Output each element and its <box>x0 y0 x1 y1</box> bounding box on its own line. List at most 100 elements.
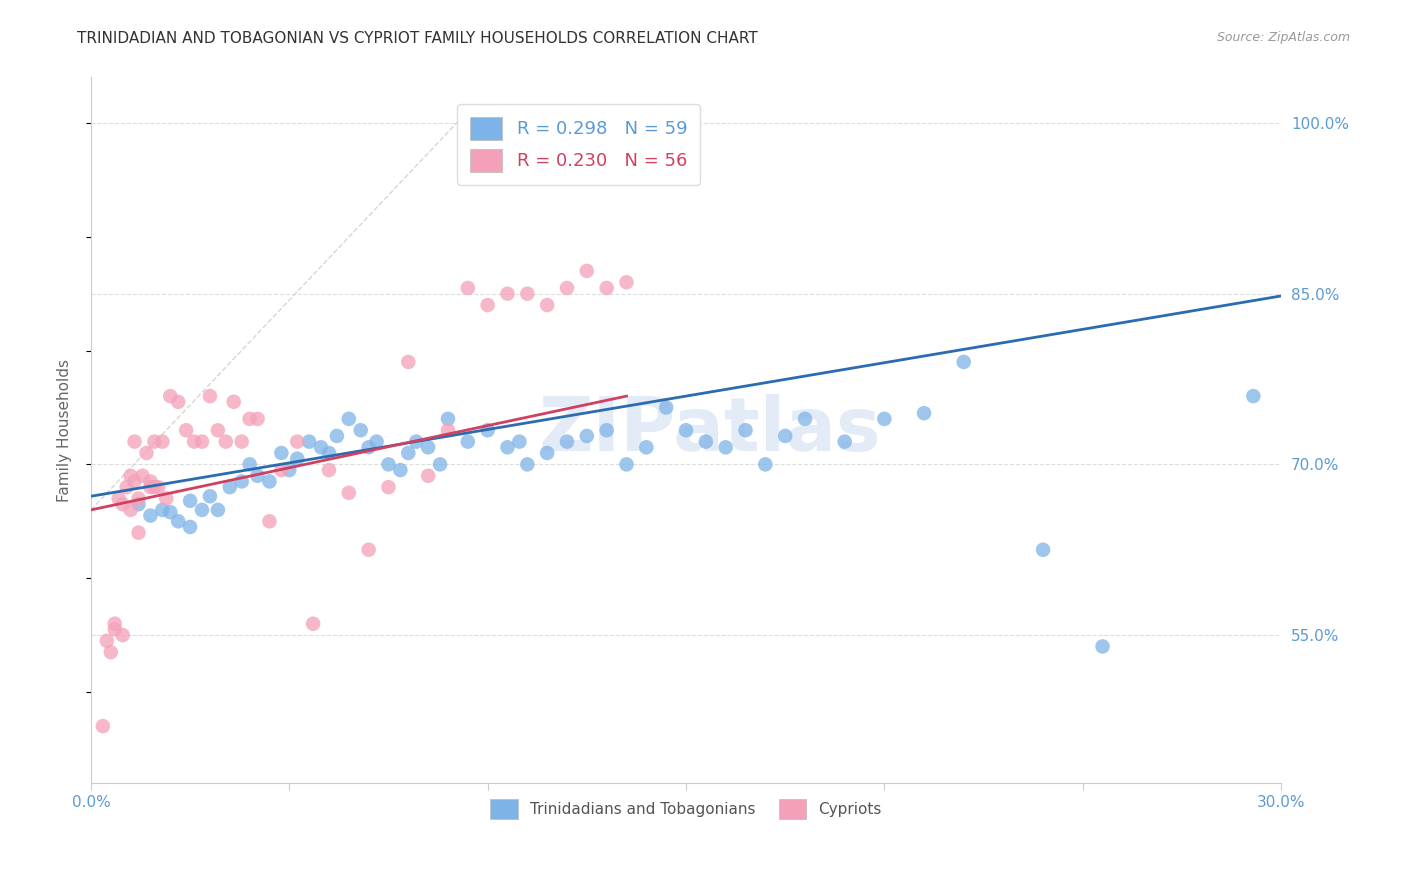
Point <box>302 616 325 631</box>
Point <box>239 412 262 426</box>
Point <box>207 423 229 437</box>
Point <box>139 480 162 494</box>
Point <box>191 503 214 517</box>
Point <box>357 542 380 557</box>
Point <box>575 264 598 278</box>
Point <box>285 451 308 466</box>
Point <box>128 491 150 506</box>
Point <box>555 434 578 449</box>
Point <box>396 446 419 460</box>
Point <box>326 429 349 443</box>
Point <box>128 497 150 511</box>
Point <box>912 406 935 420</box>
Point <box>96 633 118 648</box>
Point <box>231 475 253 489</box>
Point <box>278 463 301 477</box>
Point <box>794 412 817 426</box>
Point <box>298 434 321 449</box>
Point <box>285 434 308 449</box>
Point <box>259 475 281 489</box>
Point <box>100 645 122 659</box>
Point <box>159 389 181 403</box>
Point <box>120 503 142 517</box>
Point <box>191 434 214 449</box>
Point <box>477 423 499 437</box>
Point <box>952 355 974 369</box>
Point <box>150 503 173 517</box>
Point <box>377 458 399 472</box>
Point <box>239 458 262 472</box>
Point <box>418 468 440 483</box>
Point <box>124 434 146 449</box>
Point <box>396 355 419 369</box>
Point <box>207 503 229 517</box>
Point <box>128 525 150 540</box>
Point <box>337 486 360 500</box>
Point <box>595 281 617 295</box>
Point <box>873 412 896 426</box>
Point <box>536 298 558 312</box>
Point <box>695 434 717 449</box>
Point <box>259 514 281 528</box>
Point <box>357 440 380 454</box>
Point <box>104 623 127 637</box>
Point <box>318 463 340 477</box>
Point <box>139 475 162 489</box>
Point <box>246 468 269 483</box>
Point <box>143 480 166 494</box>
Point <box>115 480 138 494</box>
Point <box>159 505 181 519</box>
Point <box>1032 542 1054 557</box>
Text: Source: ZipAtlas.com: Source: ZipAtlas.com <box>1216 31 1350 45</box>
Point <box>120 468 142 483</box>
Point <box>516 458 538 472</box>
Point <box>174 423 197 437</box>
Point <box>139 508 162 523</box>
Point <box>496 286 519 301</box>
Text: ZIPatlas: ZIPatlas <box>538 393 882 467</box>
Point <box>198 389 221 403</box>
Point <box>429 458 451 472</box>
Point <box>150 434 173 449</box>
Point <box>457 281 479 295</box>
Text: TRINIDADIAN AND TOBAGONIAN VS CYPRIOT FAMILY HOUSEHOLDS CORRELATION CHART: TRINIDADIAN AND TOBAGONIAN VS CYPRIOT FA… <box>77 31 758 46</box>
Point <box>183 434 205 449</box>
Point <box>773 429 796 443</box>
Point <box>148 480 170 494</box>
Point <box>437 412 460 426</box>
Point <box>616 458 638 472</box>
Point <box>104 616 127 631</box>
Point <box>389 463 412 477</box>
Point <box>437 423 460 437</box>
Point <box>457 434 479 449</box>
Point <box>496 440 519 454</box>
Point <box>834 434 856 449</box>
Point <box>337 412 360 426</box>
Point <box>714 440 737 454</box>
Point <box>1091 640 1114 654</box>
Y-axis label: Family Households: Family Households <box>58 359 72 501</box>
Point <box>655 401 678 415</box>
Point <box>131 468 153 483</box>
Point <box>616 275 638 289</box>
Point <box>309 440 332 454</box>
Point <box>536 446 558 460</box>
Point <box>508 434 530 449</box>
Point <box>91 719 114 733</box>
Point <box>405 434 427 449</box>
Point <box>377 480 399 494</box>
Point <box>1241 389 1264 403</box>
Point <box>675 423 697 437</box>
Point <box>135 446 157 460</box>
Point <box>555 281 578 295</box>
Point <box>754 458 776 472</box>
Point <box>366 434 388 449</box>
Point <box>516 286 538 301</box>
Point <box>107 491 129 506</box>
Point <box>418 440 440 454</box>
Point <box>155 491 177 506</box>
Point <box>218 480 240 494</box>
Point <box>179 493 201 508</box>
Point <box>270 463 292 477</box>
Point <box>350 423 373 437</box>
